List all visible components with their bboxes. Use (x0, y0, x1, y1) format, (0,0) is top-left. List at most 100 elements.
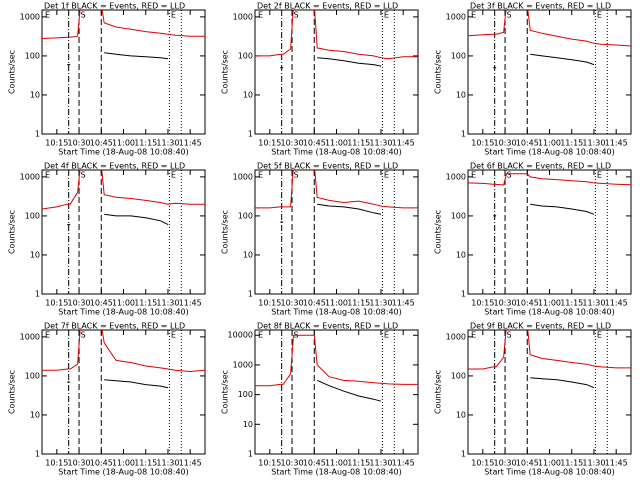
plot-frame (41, 169, 206, 295)
panel: Det 5f BLACK = Events, RED = LLD Counts/s… (221, 162, 419, 317)
series-line (493, 203, 595, 217)
x-axis-label: Start Time (18-Aug-08 10:08:40) (484, 148, 615, 157)
series-line (42, 330, 205, 373)
x-tick-label: 11:30 (369, 139, 392, 148)
x-axis-label: Start Time (18-Aug-08 10:08:40) (484, 308, 615, 317)
series-line (255, 10, 418, 60)
x-tick-label: 11:00 (112, 299, 135, 308)
x-tick-label: 10:30 (68, 139, 91, 148)
y-tick-label: 1000 (20, 172, 40, 181)
event-marker: E (597, 331, 602, 340)
y-tick-label: 100 (238, 51, 253, 60)
x-tick-label: 11:15 (134, 299, 157, 308)
series-line (468, 330, 631, 370)
x-axis-label: Start Time (18-Aug-08 10:08:40) (484, 468, 615, 477)
plot-frame (467, 169, 632, 295)
x-tick-label: 10:45 (90, 299, 113, 308)
x-tick-label: 10:15 (45, 299, 68, 308)
y-tick-label: 100 (238, 390, 253, 399)
y-tick-label: 10 (30, 410, 40, 419)
event-marker: E (45, 11, 50, 20)
x-tick-label: 11:30 (582, 139, 605, 148)
x-tick-label: 10:30 (281, 299, 304, 308)
plot-frame (41, 329, 206, 455)
event-marker: E (471, 331, 476, 340)
x-tick-label: 11:15 (560, 459, 583, 468)
event-marker: E (258, 171, 263, 180)
y-tick-label: 10 (243, 420, 253, 429)
x-tick-label: 11:45 (392, 459, 415, 468)
x-tick-label: 10:45 (303, 459, 326, 468)
x-tick-label: 11:15 (347, 299, 370, 308)
series-line (468, 10, 631, 47)
series-line (280, 57, 382, 69)
y-tick-label: 100 (238, 211, 253, 220)
y-axis-label: Counts/sec (8, 370, 17, 414)
x-tick-label: 11:00 (538, 139, 561, 148)
event-marker: S (507, 331, 512, 340)
x-tick-label: 11:00 (325, 139, 348, 148)
panel: Det 7f BLACK = Events, RED = LLD Counts/s… (8, 322, 206, 477)
y-tick-label: 1 (35, 290, 40, 299)
y-tick-label: 1000 (233, 12, 253, 21)
panel: Det 8f BLACK = Events, RED = LLD Counts/s… (221, 322, 419, 477)
x-tick-label: 11:30 (582, 459, 605, 468)
y-tick-label: 10 (456, 90, 466, 99)
event-marker: S (294, 11, 299, 20)
chart-title: Det 6f BLACK = Events, RED = LLD (470, 162, 611, 171)
series-line (67, 213, 169, 226)
x-tick-label: 10:30 (494, 139, 517, 148)
x-tick-label: 11:45 (605, 459, 628, 468)
series-line (493, 53, 595, 69)
y-tick-label: 1 (461, 130, 466, 139)
x-axis-label: Start Time (18-Aug-08 10:08:40) (58, 468, 189, 477)
x-tick-label: 10:15 (258, 299, 281, 308)
panel: Det 9f BLACK = Events, RED = LLD Counts/s… (434, 322, 632, 477)
y-tick-label: 1000 (233, 172, 253, 181)
y-axis-label: Counts/sec (8, 210, 17, 254)
event-marker: E (597, 11, 602, 20)
y-tick-label: 1 (248, 450, 253, 459)
series-line (280, 203, 382, 223)
plot-frame (467, 9, 632, 135)
x-tick-label: 10:45 (516, 139, 539, 148)
y-tick-label: 10 (243, 90, 253, 99)
x-tick-label: 11:15 (134, 139, 157, 148)
x-tick-label: 11:00 (325, 299, 348, 308)
chart-title: Det 1f BLACK = Events, RED = LLD (44, 2, 185, 11)
y-tick-label: 1 (461, 450, 466, 459)
event-marker: E (384, 171, 389, 180)
chart-title: Det 7f BLACK = Events, RED = LLD (44, 322, 185, 331)
event-marker: E (384, 11, 389, 20)
y-tick-label: 1000 (233, 360, 253, 369)
event-marker: E (258, 331, 263, 340)
y-tick-label: 100 (451, 211, 466, 220)
y-tick-label: 1000 (446, 172, 466, 181)
x-tick-label: 10:15 (45, 459, 68, 468)
x-tick-label: 10:45 (90, 139, 113, 148)
y-tick-label: 1 (461, 290, 466, 299)
x-tick-label: 10:45 (516, 299, 539, 308)
y-axis-label: Counts/sec (221, 370, 230, 414)
x-tick-label: 10:30 (281, 459, 304, 468)
x-tick-label: 11:00 (112, 139, 135, 148)
event-marker: E (45, 331, 50, 340)
x-tick-label: 11:30 (369, 299, 392, 308)
event-marker: S (294, 171, 299, 180)
y-axis-label: Counts/sec (434, 210, 443, 254)
x-tick-label: 11:30 (156, 139, 179, 148)
series-line (255, 170, 418, 209)
plot-frame (254, 169, 419, 295)
chart-title: Det 5f BLACK = Events, RED = LLD (257, 162, 398, 171)
x-tick-label: 11:15 (560, 299, 583, 308)
x-tick-label: 11:00 (538, 459, 561, 468)
y-tick-label: 1000 (446, 332, 466, 341)
plot-frame (467, 329, 632, 455)
x-axis-label: Start Time (18-Aug-08 10:08:40) (271, 468, 402, 477)
x-tick-label: 11:30 (156, 299, 179, 308)
y-tick-label: 100 (25, 211, 40, 220)
panel: Det 1f BLACK = Events, RED = LLD Counts/s… (8, 2, 206, 157)
event-marker: E (45, 171, 50, 180)
series-line (316, 379, 382, 402)
plot-frame (254, 9, 419, 135)
